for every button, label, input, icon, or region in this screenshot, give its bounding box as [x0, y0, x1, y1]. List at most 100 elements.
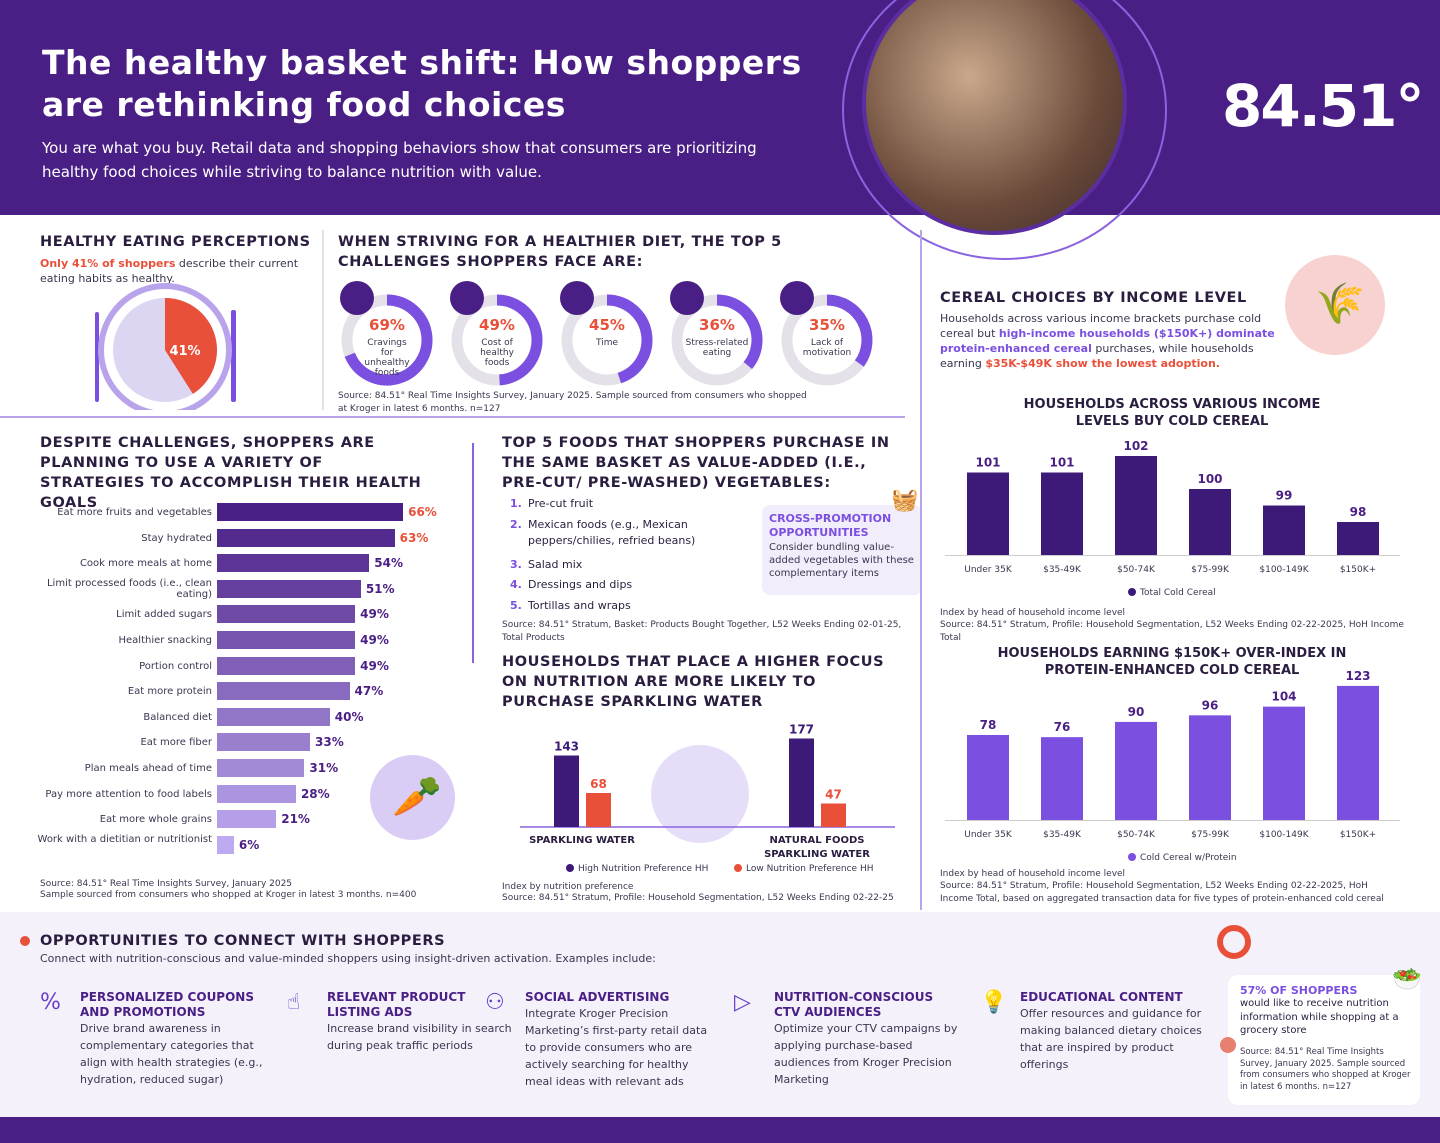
page-title: The healthy basket shift: How shoppers a… — [42, 43, 802, 124]
legend-label: Cold Cereal w/Protein — [1140, 853, 1237, 863]
opportunity-text: Drive brand awareness in complementary c… — [80, 1022, 263, 1086]
callout-text: Consider bundling value-added vegetables… — [769, 542, 914, 579]
bar-value: 28% — [300, 786, 330, 801]
foods-source: Source: 84.51° Stratum, Basket: Products… — [502, 620, 902, 643]
donut-label: eating — [703, 348, 732, 358]
basket-icon: 🧺 — [891, 488, 919, 513]
chart-title: LEVELS BUY COLD CEREAL — [1076, 414, 1269, 429]
opportunity-item: % PERSONALIZED COUPONS AND PROMOTIONS Driv… — [40, 990, 270, 1088]
donut-label: foods — [375, 368, 400, 378]
bar-label: Balanced diet — [143, 711, 212, 723]
stat-source: Source: 84.51° Real Time Insights Survey… — [1240, 1047, 1411, 1092]
donut-label: motivation — [803, 348, 851, 358]
bar-value: 54% — [374, 556, 403, 571]
opportunity-title: RELEVANT PRODUCT LISTING ADS — [327, 990, 466, 1019]
bar-value: 47 — [825, 788, 842, 802]
salad-bowl-icon: 🥗 — [1392, 965, 1422, 993]
donut-fill — [606, 294, 653, 384]
opportunity-text: Offer resources and guidance for making … — [1020, 1007, 1202, 1071]
category-label: $75-99K — [1191, 830, 1230, 840]
donut-value: 45% — [589, 316, 625, 334]
bar-value: 100 — [1197, 472, 1222, 486]
bar — [1041, 472, 1083, 555]
legend-swatch — [1128, 853, 1136, 861]
bar — [1189, 715, 1231, 820]
bar — [586, 793, 611, 827]
opportunities-subtitle: Connect with nutrition-conscious and val… — [40, 952, 656, 965]
food-list-item: 1. Pre-cut fruit — [510, 496, 750, 512]
bar-value: 51% — [365, 581, 395, 596]
opportunities-heading: OPPORTUNITIES TO CONNECT WITH SHOPPERS — [40, 933, 446, 949]
opportunity-text: Integrate Kroger Precision Marketing’s f… — [525, 1007, 708, 1088]
bar — [967, 734, 1009, 820]
bar-label: Eat more protein — [127, 686, 212, 698]
category-label: Under 35K — [964, 830, 1013, 840]
category-label: $50-74K — [1117, 565, 1156, 575]
bar-label: Eat more fiber — [140, 737, 212, 749]
tv-icon: ▷ — [734, 990, 751, 1015]
category-label: $35-49K — [1043, 565, 1082, 575]
bar — [967, 472, 1009, 555]
donut-value: 36% — [699, 316, 735, 334]
chart-title: HOUSEHOLDS ACROSS VARIOUS INCOME — [1024, 397, 1321, 412]
bar-value: 47% — [354, 684, 384, 699]
bar-value: 33% — [315, 735, 344, 750]
category-label: NATURAL FOODS — [770, 835, 865, 846]
item-number: 1. — [510, 497, 522, 510]
cereal-source-1: Source: 84.51° Stratum, Profile: Househo… — [940, 620, 1404, 643]
cereal-highlight: $35K-$49K show the lowest adoption. — [985, 357, 1220, 370]
cross-promotion-callout: CROSS-PROMOTION OPPORTUNITIES Consider b… — [762, 505, 922, 595]
cold-cereal-chart: HOUSEHOLDS ACROSS VARIOUS INCOME LEVELS B… — [945, 397, 1400, 598]
item-number: 5. — [510, 598, 522, 612]
bar-label: Eat more whole grains — [99, 814, 212, 826]
donut-label: healthy — [480, 348, 514, 358]
cereal-text: purchases, while households earning — [940, 342, 1254, 370]
fork-icon — [95, 312, 99, 402]
bar — [217, 784, 296, 803]
decorative-ring — [842, 0, 1167, 260]
bar-label: Pay more attention to food labels — [45, 788, 212, 800]
donut-value: 69% — [369, 316, 405, 334]
bar-value: 104 — [1271, 690, 1296, 704]
bar-value: 96 — [1202, 698, 1219, 712]
bar — [1337, 522, 1379, 555]
donut-label: Time — [595, 338, 618, 348]
donut-label: for — [381, 348, 394, 358]
bar-value: 99 — [1276, 489, 1293, 503]
bar — [1115, 456, 1157, 555]
opportunity-item: 💡 EDUCATIONAL CONTENT Offer resources and … — [980, 990, 1210, 1073]
donut-label: foods — [485, 358, 510, 368]
strategies-source: Source: 84.51° Real Time Insights Survey… — [40, 879, 293, 889]
bullet-dot — [20, 936, 30, 946]
bar — [554, 755, 579, 827]
category-label: $100-149K — [1259, 830, 1309, 840]
bar-value: 78 — [980, 718, 997, 732]
challenges-heading: WHEN STRIVING FOR A HEALTHIER DIET, THE … — [338, 234, 782, 270]
sparkling-source: Source: 84.51° Stratum, Profile: Househo… — [502, 893, 894, 903]
stat-card: 57% OF SHOPPERS would like to receive nu… — [1228, 975, 1420, 1105]
item-text: Tortillas and wraps — [528, 598, 631, 612]
bar — [217, 554, 370, 573]
opportunity-item: ⚇ SOCIAL ADVERTISING Integrate Kroger Prec… — [485, 990, 715, 1090]
item-text: Salad mix — [528, 557, 583, 571]
cereal-text: Households across various income bracket… — [940, 312, 1262, 340]
bar-label: Eat more fruits and vegetables — [57, 507, 212, 518]
social-icon: ⚇ — [485, 990, 505, 1015]
bar — [217, 682, 350, 701]
bar-value: 21% — [281, 812, 310, 827]
bar-value: 31% — [309, 761, 339, 775]
category-label: $75-99K — [1191, 565, 1230, 575]
pie-label: 41% — [169, 344, 200, 359]
opportunity-title: EDUCATIONAL CONTENT — [1020, 990, 1183, 1004]
decorative-ring — [1217, 925, 1251, 959]
bar — [217, 707, 330, 726]
footer-bar — [0, 1117, 1440, 1143]
callout-title: CROSS-PROMOTION OPPORTUNITIES — [769, 512, 892, 539]
opportunity-text: Optimize your CTV campaigns by applying … — [774, 1022, 958, 1086]
bar-value: 177 — [789, 723, 814, 737]
donut-fill — [344, 294, 433, 386]
category-label: $150K+ — [1340, 565, 1376, 575]
bar-label: Limit added sugars — [116, 609, 212, 621]
legend-label: Low Nutrition Preference HH — [746, 864, 874, 874]
